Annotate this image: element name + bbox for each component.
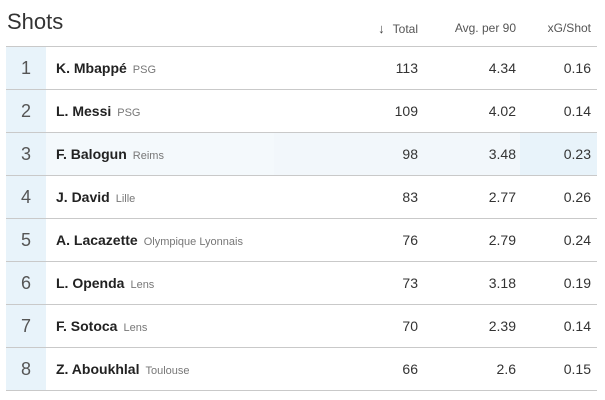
player-name[interactable]: F. Balogun xyxy=(56,146,127,162)
table-row[interactable]: 2 L. Messi PSG 109 4.02 0.14 xyxy=(6,90,597,133)
xg-per-shot-cell: 0.15 xyxy=(563,361,591,377)
xg-per-shot-cell: 0.14 xyxy=(563,318,591,334)
avg-per-90-cell: 2.39 xyxy=(488,318,516,334)
total-shots-cell: 113 xyxy=(395,60,418,76)
total-shots-cell: 109 xyxy=(394,103,418,119)
xg-per-shot-cell: 0.23 xyxy=(563,146,591,162)
player-cell: F. Sotoca Lens xyxy=(56,305,147,347)
rank-cell: 6 xyxy=(6,262,46,304)
total-shots-cell: 83 xyxy=(402,189,418,205)
xg-cell-bg xyxy=(520,133,597,175)
table-row[interactable]: 3 F. Balogun Reims 98 3.48 0.23 xyxy=(6,133,597,176)
arrow-down-icon: ↓ xyxy=(378,21,385,36)
player-cell: L. Messi PSG xyxy=(56,90,140,132)
avg-per-90-cell: 2.77 xyxy=(488,189,516,205)
table-row[interactable]: 7 F. Sotoca Lens 70 2.39 0.14 xyxy=(6,305,597,348)
xg-per-shot-cell: 0.16 xyxy=(563,60,591,76)
rank-cell: 3 xyxy=(6,133,46,175)
rank-cell: 7 xyxy=(6,305,46,347)
table-title: Shots xyxy=(7,9,64,34)
column-header-avg-per-90[interactable]: Avg. per 90 xyxy=(454,21,516,35)
team-name[interactable]: Lille xyxy=(115,193,136,205)
player-cell: K. Mbappé PSG xyxy=(56,47,156,89)
table-header: Shots ↓ Total Avg. per 90 xG/Shot xyxy=(6,0,597,47)
total-shots-cell: 70 xyxy=(402,318,418,334)
avg-per-90-cell: 3.18 xyxy=(488,275,516,291)
player-cell: A. Lacazette Olympique Lyonnais xyxy=(56,219,243,261)
avg-per-90-cell: 3.48 xyxy=(488,146,516,162)
table-row[interactable]: 8 Z. Aboukhlal Toulouse 66 2.6 0.15 xyxy=(6,348,597,391)
player-name[interactable]: L. Messi xyxy=(56,103,112,119)
column-header-total-label: Total xyxy=(392,22,418,36)
player-cell: L. Openda Lens xyxy=(56,262,154,304)
rank-cell: 8 xyxy=(6,348,46,390)
player-name[interactable]: F. Sotoca xyxy=(56,318,118,334)
total-shots-cell: 76 xyxy=(402,232,418,248)
column-header-total[interactable]: ↓ Total xyxy=(378,21,418,36)
total-shots-cell: 66 xyxy=(402,361,418,377)
avg-per-90-cell: 2.79 xyxy=(488,232,516,248)
player-name[interactable]: A. Lacazette xyxy=(56,232,138,248)
xg-per-shot-cell: 0.24 xyxy=(563,232,591,248)
team-name[interactable]: Olympique Lyonnais xyxy=(143,236,243,248)
avg-per-90-cell: 4.34 xyxy=(488,60,516,76)
team-name[interactable]: Lens xyxy=(123,322,148,334)
rank-cell: 5 xyxy=(6,219,46,261)
player-name[interactable]: Z. Aboukhlal xyxy=(56,361,140,377)
xg-per-shot-cell: 0.26 xyxy=(563,189,591,205)
player-name[interactable]: L. Openda xyxy=(56,275,125,291)
avg-per-90-cell: 2.6 xyxy=(496,361,516,377)
table-row[interactable]: 5 A. Lacazette Olympique Lyonnais 76 2.79… xyxy=(6,219,597,262)
xg-per-shot-cell: 0.19 xyxy=(563,275,591,291)
rank-cell: 1 xyxy=(6,47,46,89)
rank-cell: 4 xyxy=(6,176,46,218)
column-header-xg-per-shot[interactable]: xG/Shot xyxy=(547,21,591,35)
team-name[interactable]: PSG xyxy=(132,64,157,76)
player-cell: Z. Aboukhlal Toulouse xyxy=(56,348,190,390)
rank-cell: 2 xyxy=(6,90,46,132)
team-name[interactable]: Lens xyxy=(130,279,155,291)
player-cell: J. David Lille xyxy=(56,176,135,218)
table-row[interactable]: 1 K. Mbappé PSG 113 4.34 0.16 xyxy=(6,47,597,90)
table-row[interactable]: 4 J. David Lille 83 2.77 0.26 xyxy=(6,176,597,219)
table-body: 1 K. Mbappé PSG 113 4.34 0.16 2 L. Messi P… xyxy=(6,47,597,391)
player-cell: F. Balogun Reims xyxy=(56,133,164,175)
team-name[interactable]: PSG xyxy=(117,107,141,119)
player-name[interactable]: J. David xyxy=(56,189,110,205)
row-highlight-bg xyxy=(274,133,520,175)
total-shots-cell: 98 xyxy=(402,146,418,162)
team-name[interactable]: Toulouse xyxy=(145,365,190,377)
team-name[interactable]: Reims xyxy=(132,150,164,162)
avg-per-90-cell: 4.02 xyxy=(488,103,516,119)
xg-per-shot-cell: 0.14 xyxy=(563,103,591,119)
shots-table: Shots ↓ Total Avg. per 90 xG/Shot 1 K. Mb… xyxy=(6,0,597,391)
player-name[interactable]: K. Mbappé xyxy=(56,60,127,76)
table-row[interactable]: 6 L. Openda Lens 73 3.18 0.19 xyxy=(6,262,597,305)
total-shots-cell: 73 xyxy=(402,275,418,291)
